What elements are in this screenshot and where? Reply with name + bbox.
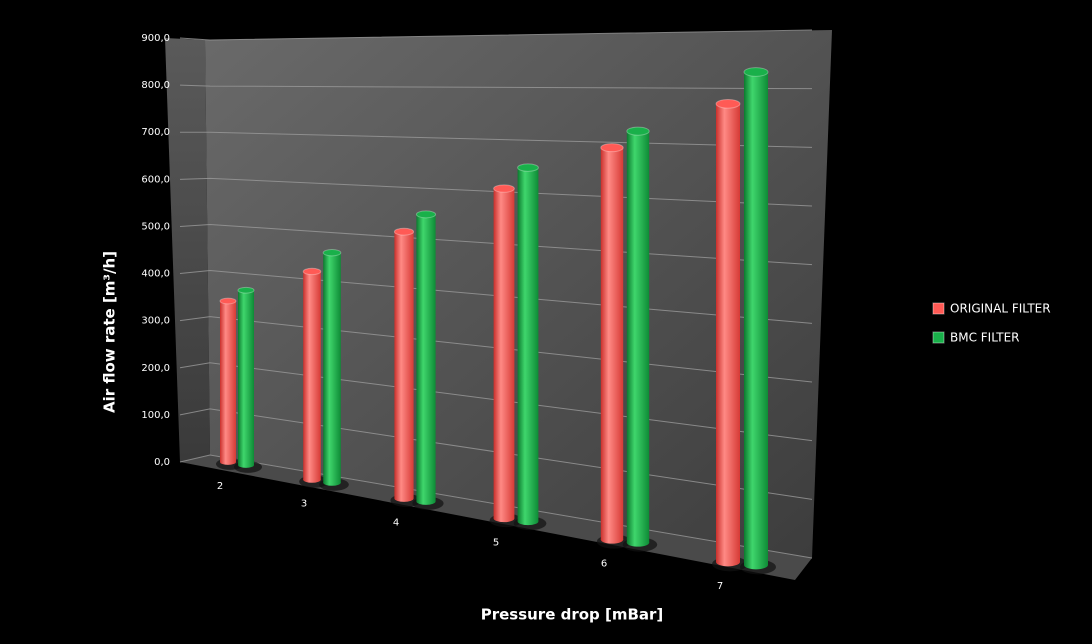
x-axis-title: Pressure drop [mBar]	[481, 606, 664, 624]
x-tick-label: 4	[393, 517, 399, 528]
legend-swatch	[932, 302, 945, 315]
y-tick-label: 500,0	[141, 221, 170, 232]
y-axis-title: Air flow rate [m³/h]	[101, 251, 119, 413]
legend-label: BMC FILTER	[950, 331, 1020, 345]
y-tick-label: 200,0	[141, 363, 170, 374]
y-tick-label: 800,0	[141, 80, 170, 91]
legend-swatch	[932, 331, 945, 344]
bar	[303, 271, 321, 480]
bar-top	[743, 67, 769, 77]
bar-top	[237, 286, 255, 294]
y-tick-label: 0,0	[154, 457, 170, 468]
bar-top	[302, 267, 322, 276]
bar	[394, 231, 414, 499]
y-tick-label: 300,0	[141, 316, 170, 327]
bar	[416, 214, 436, 502]
bar-top	[600, 143, 624, 153]
y-tick-label: 400,0	[141, 269, 170, 280]
bar-top	[393, 227, 415, 236]
x-tick-label: 2	[217, 481, 223, 492]
bar-top	[517, 163, 539, 172]
bar	[517, 167, 539, 522]
x-tick-label: 6	[601, 559, 607, 570]
bar-top	[626, 126, 650, 136]
bar-top	[219, 297, 237, 305]
x-tick-label: 5	[493, 537, 499, 548]
grid-line	[179, 29, 813, 41]
bar-top	[415, 210, 437, 219]
y-tick-label: 900,0	[141, 33, 170, 44]
bar-top	[715, 98, 741, 109]
bar	[716, 103, 740, 563]
bar-top	[493, 184, 515, 193]
bar	[744, 72, 768, 565]
x-tick-label: 7	[717, 581, 723, 592]
legend-label: ORIGINAL FILTER	[950, 302, 1051, 316]
grid-line	[180, 131, 813, 148]
bar	[600, 147, 624, 540]
bar	[323, 252, 341, 483]
y-tick-label: 700,0	[141, 127, 170, 138]
bar	[626, 131, 650, 543]
grid-line	[179, 84, 813, 90]
side-wall	[165, 38, 210, 462]
bar-top	[322, 249, 342, 257]
y-tick-label: 100,0	[141, 410, 170, 421]
x-tick-label: 3	[301, 499, 307, 510]
y-tick-label: 600,0	[141, 174, 170, 185]
bar	[493, 188, 515, 519]
bar	[220, 301, 236, 462]
bar	[238, 290, 254, 465]
